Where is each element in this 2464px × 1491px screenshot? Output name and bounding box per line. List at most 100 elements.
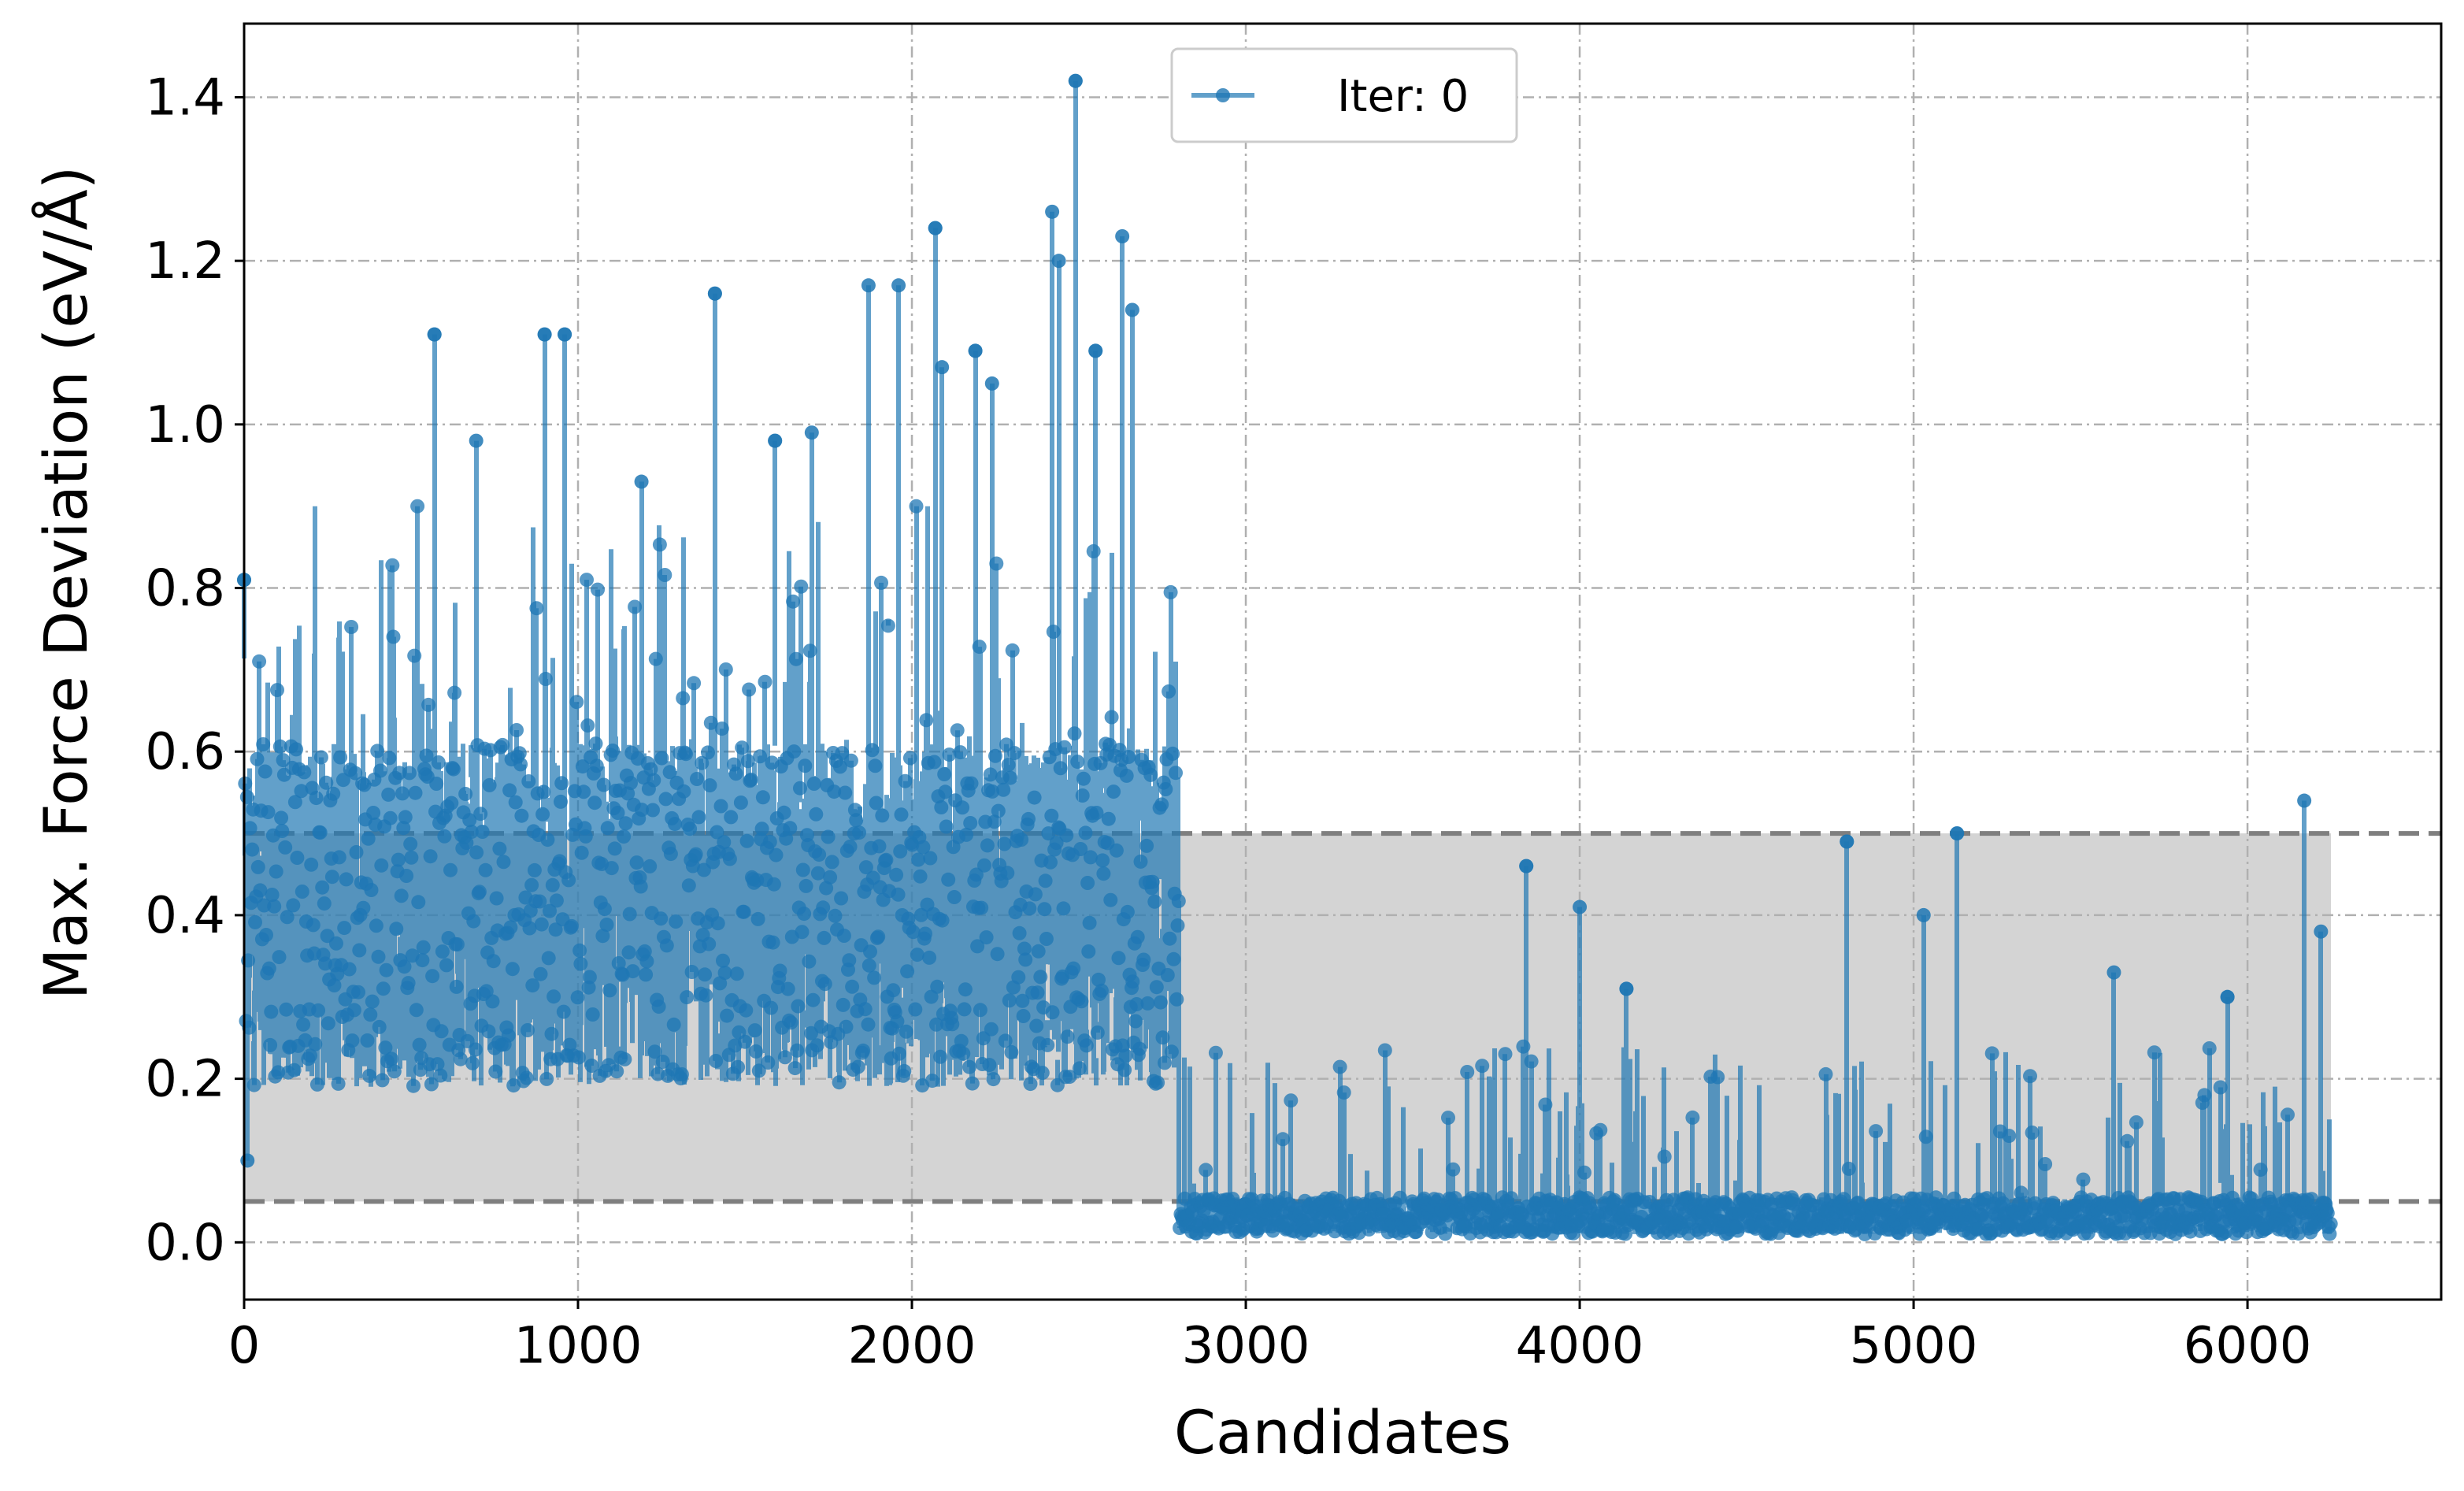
data-point xyxy=(313,825,328,840)
data-point xyxy=(666,1017,681,1032)
peak-point xyxy=(558,327,572,342)
data-point xyxy=(973,1003,987,1018)
data-point xyxy=(911,852,926,867)
peak-point xyxy=(427,327,442,342)
series-points-layer xyxy=(237,73,2338,1241)
data-point xyxy=(2129,1115,2143,1129)
data-point xyxy=(809,807,824,822)
data-point xyxy=(416,940,431,955)
peak-point xyxy=(2314,924,2329,939)
data-point xyxy=(974,900,989,915)
data-point xyxy=(536,784,551,799)
data-point xyxy=(716,953,730,968)
data-point xyxy=(806,992,821,1007)
data-point xyxy=(777,1050,792,1065)
data-point xyxy=(582,970,597,985)
data-point xyxy=(346,1003,361,1018)
data-point xyxy=(810,1038,824,1053)
data-point xyxy=(816,900,831,915)
data-point xyxy=(580,718,595,733)
data-point xyxy=(780,981,795,996)
data-point xyxy=(423,849,438,864)
data-point xyxy=(361,831,376,846)
data-point xyxy=(956,1046,971,1061)
data-point xyxy=(1730,1223,1745,1238)
data-point xyxy=(482,777,497,792)
data-point xyxy=(963,816,978,830)
data-point xyxy=(979,930,994,945)
data-point xyxy=(703,715,718,730)
data-point xyxy=(329,936,343,951)
data-point xyxy=(584,1059,599,1073)
data-point xyxy=(821,829,836,844)
peak-point xyxy=(634,474,649,489)
data-point xyxy=(889,867,904,882)
data-point xyxy=(326,786,341,801)
data-point xyxy=(319,775,334,790)
data-point xyxy=(1332,1059,1347,1074)
data-point xyxy=(508,795,523,810)
data-point xyxy=(522,921,537,936)
data-point xyxy=(570,990,585,1005)
data-point xyxy=(287,795,302,810)
data-point xyxy=(1037,902,1052,917)
data-point xyxy=(342,962,357,977)
data-point xyxy=(1128,1014,1143,1029)
peak-point xyxy=(2297,793,2312,808)
data-point xyxy=(429,777,444,791)
data-point xyxy=(698,988,713,1003)
data-point xyxy=(1021,811,1036,826)
data-point xyxy=(1103,892,1118,907)
data-point xyxy=(1516,1039,1531,1054)
data-point xyxy=(688,847,703,862)
data-point xyxy=(747,1023,762,1038)
data-point xyxy=(1002,993,1017,1008)
data-point xyxy=(980,838,995,853)
data-point xyxy=(1089,806,1104,820)
x-tick-label: 1000 xyxy=(514,1317,643,1375)
data-point xyxy=(469,845,484,860)
y-tick-label: 1.0 xyxy=(145,396,225,454)
data-point xyxy=(378,1040,393,1055)
data-point xyxy=(501,1028,516,1043)
data-point xyxy=(610,1064,624,1079)
data-point xyxy=(362,1068,376,1083)
data-point xyxy=(958,982,973,997)
data-point xyxy=(790,1043,805,1058)
data-point xyxy=(1685,1110,1700,1125)
data-point xyxy=(718,662,733,677)
data-point xyxy=(372,1019,387,1034)
data-point xyxy=(1710,1070,1725,1085)
data-point xyxy=(1082,915,1097,930)
peak-point xyxy=(984,376,999,391)
data-point xyxy=(654,751,669,766)
data-point xyxy=(850,1059,865,1074)
data-point xyxy=(538,672,553,686)
data-point xyxy=(543,903,557,918)
data-point xyxy=(585,1007,600,1022)
x-tick-label: 5000 xyxy=(1850,1317,1978,1375)
data-point xyxy=(548,922,563,937)
data-point xyxy=(485,994,500,1009)
data-point xyxy=(391,852,406,867)
data-point xyxy=(458,787,473,801)
data-point xyxy=(934,800,949,814)
legend: Iter: 0 xyxy=(1170,47,1518,143)
data-point xyxy=(625,964,640,979)
data-point xyxy=(628,599,643,614)
data-point xyxy=(957,1002,972,1017)
data-point xyxy=(519,1070,534,1085)
data-point xyxy=(861,958,876,973)
data-point xyxy=(571,1050,586,1065)
data-point xyxy=(902,751,917,766)
data-point xyxy=(278,840,293,855)
data-point xyxy=(1841,1161,1856,1176)
data-point xyxy=(263,1037,278,1052)
data-point xyxy=(691,810,706,825)
data-point xyxy=(549,893,564,908)
data-point xyxy=(514,808,529,823)
data-point xyxy=(1538,1097,1553,1112)
data-point xyxy=(1171,894,1186,908)
data-point xyxy=(408,785,423,800)
data-point xyxy=(1145,874,1160,889)
